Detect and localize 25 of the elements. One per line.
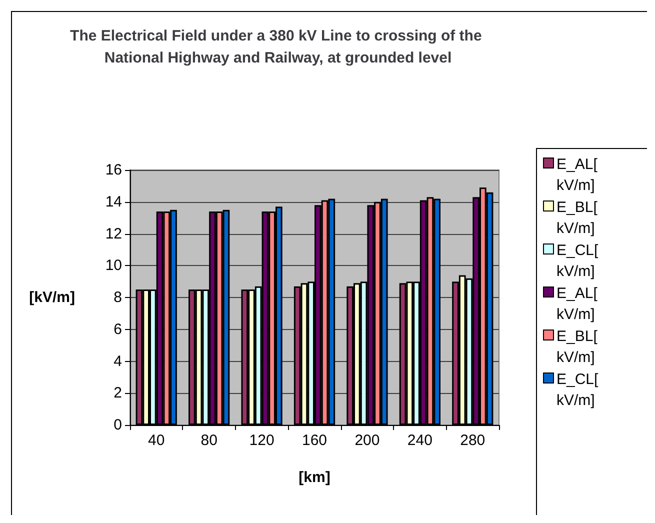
y-tick-label: 4 — [114, 352, 122, 370]
x-tick-label: 200 — [354, 432, 380, 449]
x-tick-label: 240 — [407, 432, 432, 449]
x-tick-label: 40 — [148, 432, 165, 449]
x-tick-label: 80 — [200, 432, 218, 449]
legend-label: E_BL[ kV/m] — [556, 328, 602, 366]
legend-label: E_AL[ kV/m] — [556, 285, 602, 323]
y-axis-title: [kV/m] — [29, 289, 76, 306]
x-tick-label: 120 — [249, 432, 274, 449]
y-tick-label: 14 — [105, 193, 122, 210]
y-tick-label: 6 — [114, 320, 122, 338]
y-tick-label: 16 — [105, 162, 122, 178]
legend-label: E_CL[ kV/m] — [556, 242, 602, 280]
legend-label: E_AL[ kV/m] — [556, 156, 602, 194]
y-tick-label: 8 — [114, 289, 122, 306]
chart-title: The Electrical Field under a 380 kV Line to crossing of the National Highway and Railway, at grounded level — [70, 28, 486, 66]
x-tick-label: 160 — [302, 432, 328, 449]
y-tick-label: 2 — [114, 384, 122, 402]
y-tick-label: 0 — [114, 416, 122, 434]
y-tick-label: 12 — [105, 225, 122, 242]
x-tick-label: 280 — [460, 432, 486, 449]
legend-label: E_BL[ kV/m] — [556, 199, 602, 237]
legend-label: E_CL[ kV/m] — [556, 371, 602, 409]
x-axis-title: [km] — [298, 469, 330, 486]
y-tick-label: 10 — [105, 257, 122, 274]
